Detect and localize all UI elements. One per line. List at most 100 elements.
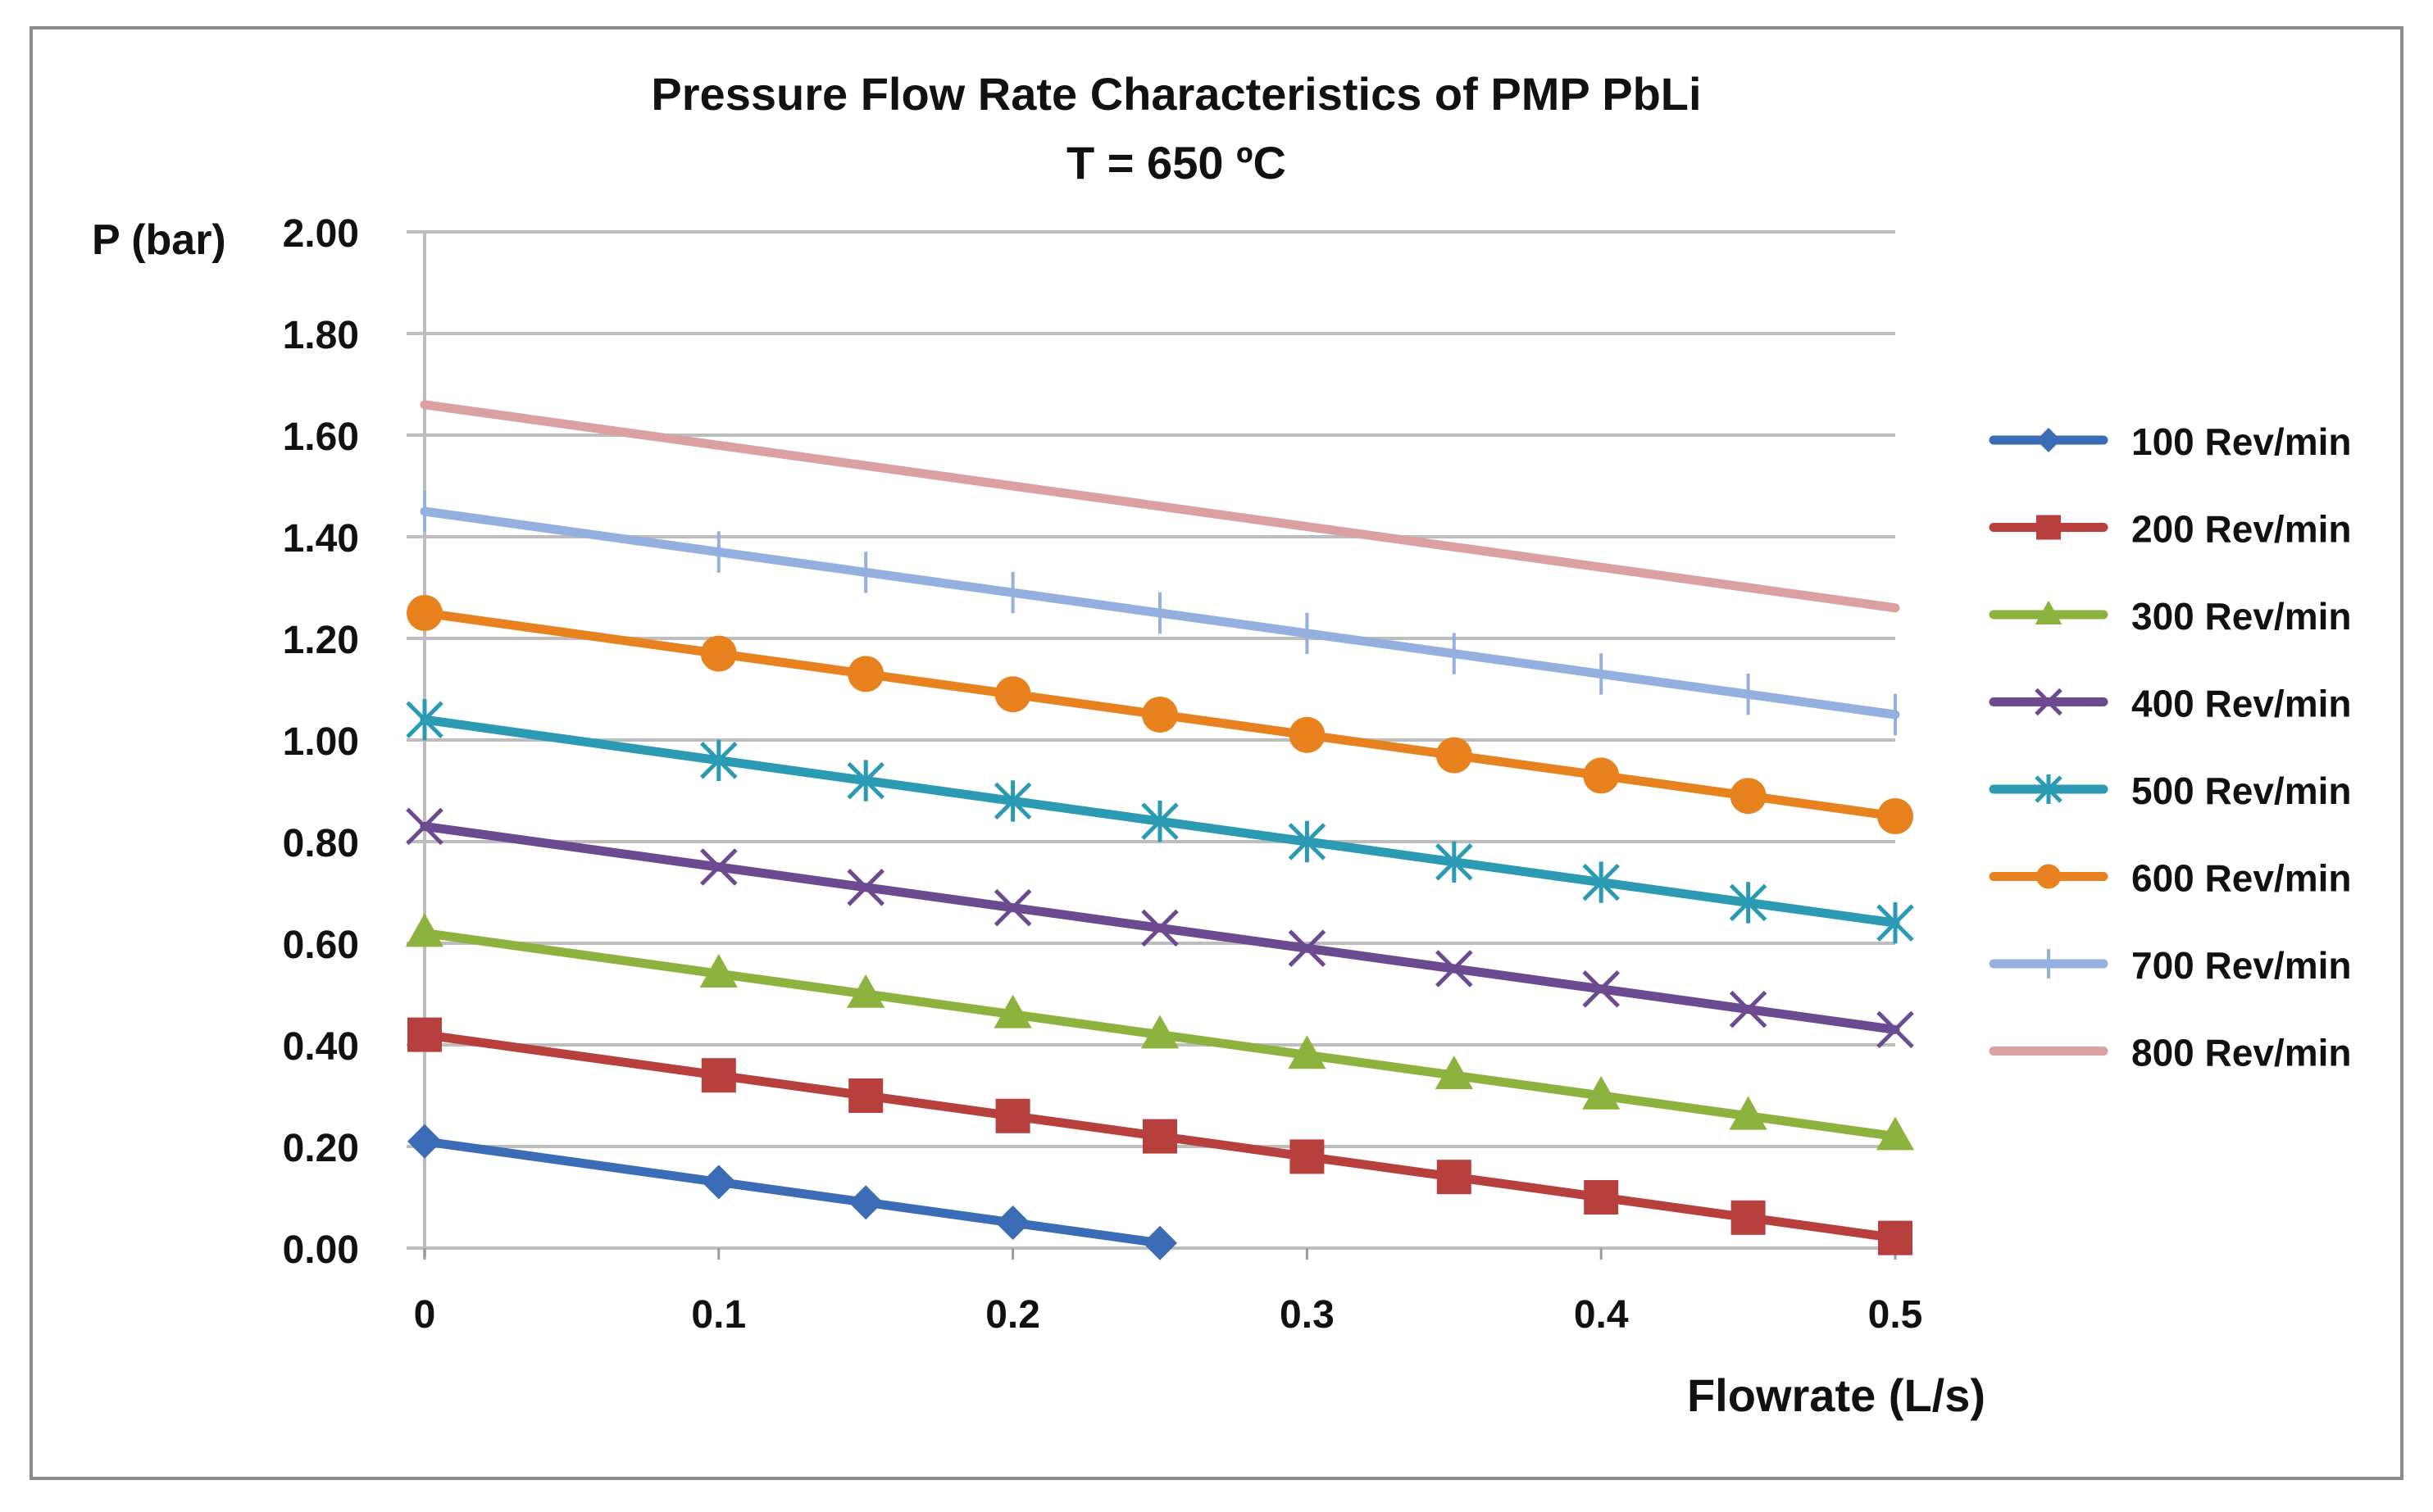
data-point — [1288, 929, 1326, 967]
data-point — [700, 635, 737, 672]
marker-shape — [1140, 1015, 1180, 1049]
legend-label: 100 Rev/min — [2131, 420, 2351, 463]
y-tick-label: 2.00 — [283, 212, 359, 256]
marker-shape — [1289, 1139, 1325, 1174]
data-point — [994, 780, 1032, 822]
data-point — [1729, 1096, 1767, 1130]
marker-shape — [406, 807, 443, 846]
data-point — [847, 760, 885, 801]
data-point — [1140, 1015, 1180, 1049]
data-point — [407, 1017, 442, 1052]
data-point — [1876, 1116, 1915, 1151]
data-point — [1582, 970, 1620, 1008]
axes: 0.000.200.400.600.801.001.201.401.601.80… — [283, 212, 1923, 1337]
legend-label: 800 Rev/min — [2131, 1032, 2351, 1074]
marker-shape — [994, 780, 1032, 822]
data-point — [700, 848, 738, 886]
series-line — [420, 608, 1900, 821]
data-point — [1289, 1139, 1325, 1174]
series-line — [420, 929, 1900, 1142]
marker-shape — [1729, 990, 1767, 1028]
y-tick-label: 1.80 — [283, 314, 359, 357]
chart-frame — [30, 26, 2403, 1480]
data-point — [1143, 1225, 1177, 1260]
y-tick-label: 0.40 — [283, 1025, 359, 1069]
data-point — [1582, 861, 1620, 903]
legend-marker — [2035, 774, 2062, 804]
marker-shape — [1583, 757, 1620, 794]
data-point — [995, 1206, 1030, 1240]
data-point — [1729, 882, 1767, 924]
x-tick-label: 0.1 — [691, 1293, 746, 1337]
data-point — [1729, 990, 1767, 1028]
marker-shape — [2035, 600, 2062, 624]
legend-marker — [2036, 864, 2061, 889]
data-point — [1141, 801, 1179, 842]
marker-shape — [994, 676, 1031, 713]
series-8 — [420, 400, 1900, 613]
marker-shape — [700, 635, 737, 672]
legend-label: 200 Rev/min — [2131, 508, 2351, 551]
marker-shape — [700, 739, 738, 781]
data-point — [1584, 1180, 1619, 1215]
marker-shape — [1878, 1220, 1912, 1255]
marker-shape — [1582, 861, 1620, 903]
marker-shape — [701, 1058, 736, 1093]
legend-label: 500 Rev/min — [2131, 770, 2351, 812]
x-tick-label: 0 — [414, 1293, 436, 1337]
legend-label: 400 Rev/min — [2131, 683, 2351, 725]
legend-item: 400 Rev/min — [1989, 683, 2351, 725]
data-point — [1288, 1035, 1326, 1069]
series-7 — [420, 490, 1900, 736]
marker-shape — [1143, 1119, 1177, 1154]
marker-shape — [699, 954, 738, 988]
data-point — [1730, 778, 1767, 815]
marker-shape — [1876, 902, 1914, 944]
marker-shape — [407, 1017, 442, 1052]
data-point — [699, 954, 738, 988]
legend-marker — [2036, 428, 2061, 452]
data-point — [994, 676, 1031, 713]
marker-shape — [994, 888, 1032, 927]
gridlines — [407, 230, 1895, 1250]
marker-shape — [407, 1124, 442, 1159]
data-point — [406, 807, 443, 846]
legend-item: 600 Rev/min — [1989, 857, 2351, 900]
data-point — [1435, 737, 1472, 774]
legend-item: 800 Rev/min — [1989, 1032, 2351, 1074]
legend-marker — [2035, 688, 2062, 716]
marker-shape — [1729, 882, 1767, 924]
marker-shape — [1876, 1116, 1915, 1151]
series-1 — [407, 1124, 1177, 1260]
y-tick-label: 1.40 — [283, 517, 359, 561]
data-point — [1876, 1010, 1914, 1049]
marker-shape — [1876, 1010, 1914, 1049]
legend-item: 300 Rev/min — [1989, 595, 2351, 638]
marker-shape — [1288, 1035, 1326, 1069]
y-tick-label: 0.00 — [283, 1228, 359, 1272]
marker-shape — [847, 869, 885, 906]
marker-shape — [1435, 950, 1473, 988]
x-axis-label: Flowrate (L/s) — [1687, 1369, 1985, 1421]
series-line — [420, 506, 1900, 720]
legend-label: 300 Rev/min — [2131, 595, 2351, 638]
data-point — [1878, 1220, 1912, 1255]
data-point — [847, 869, 885, 906]
marker-shape — [2036, 515, 2061, 540]
marker-shape — [2036, 428, 2061, 452]
data-point — [1435, 950, 1473, 988]
marker-shape — [1288, 929, 1326, 967]
data-point — [1141, 909, 1179, 947]
data-point — [1142, 697, 1178, 733]
marker-shape — [1582, 1075, 1621, 1110]
marker-shape — [1730, 1200, 1766, 1235]
y-tick-label: 1.20 — [283, 619, 359, 662]
marker-shape — [848, 656, 885, 692]
series-6 — [407, 595, 1913, 834]
legend-item: 100 Rev/min — [1989, 420, 2351, 463]
marker-shape — [2035, 774, 2062, 804]
y-tick-label: 0.20 — [283, 1127, 359, 1170]
chart-title: Pressure Flow Rate Characteristics of PM… — [651, 68, 1701, 120]
